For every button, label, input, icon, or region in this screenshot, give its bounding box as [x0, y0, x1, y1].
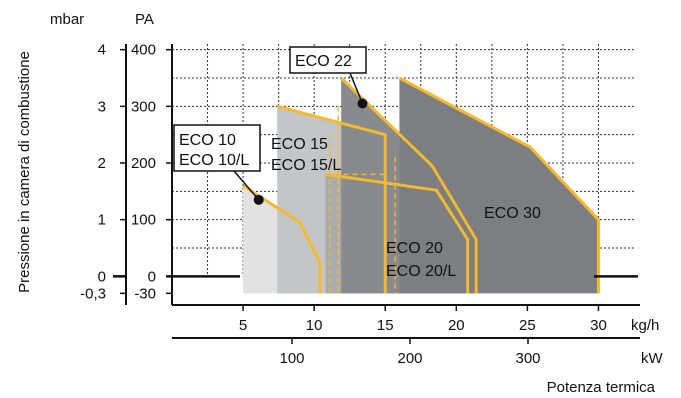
y-tick-label-pa: 100	[131, 212, 156, 229]
zone-label-eco15-line1: ECO 15	[271, 136, 328, 153]
x-tick-label-kw: 100	[279, 350, 304, 367]
y-tick-label-pa: -30	[134, 285, 156, 302]
y-tick-label-mbar: 2	[98, 155, 106, 172]
y-unit-pa: PA	[135, 11, 154, 28]
callout-box-eco10	[173, 124, 261, 172]
x-tick-label-kgh: 25	[519, 317, 536, 334]
y-tick-label-mbar: 3	[98, 98, 106, 115]
axis-labels: mbar PA43210-0,34003002001000-30Pressione…	[16, 11, 664, 396]
zone-label-eco30: ECO 30	[484, 205, 541, 222]
y-unit-mbar: mbar	[50, 11, 84, 28]
callout-eco10-line2: ECO 10/L	[179, 152, 249, 169]
zone-outline-5	[398, 76, 600, 294]
x-tick-label-kgh: 20	[448, 317, 465, 334]
y-tick-label-mbar: 1	[98, 212, 106, 229]
callouts: ECO 10 ECO 10/L ECO 22	[173, 46, 368, 205]
y-tick-label-pa: 400	[131, 42, 156, 59]
callout-leader-eco10	[233, 170, 260, 201]
y-tick-label-mbar: 4	[98, 42, 106, 59]
x-tick-label-kgh: 10	[306, 317, 323, 334]
x-tick-label-kw: 200	[397, 350, 422, 367]
y-tick-label-pa: 200	[131, 155, 156, 172]
zone-outline-4	[340, 76, 478, 294]
callout-eco22: ECO 22	[295, 53, 352, 70]
zone-label-eco15-line2: ECO 15/L	[271, 157, 341, 174]
callout-leader-eco22	[349, 72, 364, 104]
zone-label-eco20-line1: ECO 20	[386, 240, 443, 257]
callout-eco10-line1: ECO 10	[179, 132, 236, 149]
x-tick-label-kgh: 15	[377, 317, 394, 334]
x-tick-label-kgh: 5	[239, 317, 247, 334]
axes	[113, 44, 640, 344]
dashed-lines	[325, 106, 396, 294]
x-tick-label-kw: 300	[515, 350, 540, 367]
callout-box-eco22	[289, 46, 367, 74]
y-tick-label-pa: 300	[131, 98, 156, 115]
zone-outline-3	[325, 172, 470, 294]
zone-outlines	[242, 76, 600, 294]
zone-labels: ECO 15 ECO 15/L ECO 20 ECO 20/L ECO 30	[271, 136, 541, 280]
x-tick-label-kgh: 30	[590, 317, 607, 334]
x-unit-kgh: kg/h	[631, 317, 659, 334]
x-unit-kw: kW	[641, 350, 664, 367]
zone-label-eco20-line2: ECO 20/L	[386, 263, 456, 280]
y-tick-label-mbar: -0,3	[80, 285, 106, 302]
callout-dot-eco22	[357, 98, 368, 109]
x-axis-title: Potenza termica	[547, 379, 656, 396]
y-tick-label-mbar: 0	[98, 268, 106, 285]
y-tick-label-pa: 0	[148, 268, 156, 285]
zone-outline-1	[242, 184, 322, 294]
zone-outline-2	[276, 104, 387, 294]
callout-dot-eco10	[253, 194, 264, 205]
zone-5	[399, 78, 599, 294]
y-axis-title: Pressione in camera di combustione	[16, 51, 33, 293]
